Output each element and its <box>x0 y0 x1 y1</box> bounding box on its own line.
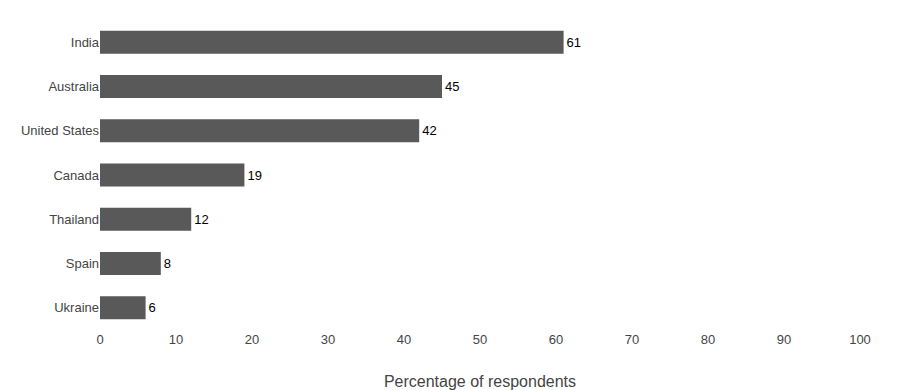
svg-text:12: 12 <box>194 212 208 227</box>
svg-text:Spain: Spain <box>66 256 99 271</box>
svg-text:90: 90 <box>777 332 791 347</box>
svg-text:United States: United States <box>21 123 100 138</box>
svg-text:Australia: Australia <box>48 79 99 94</box>
svg-text:Percentage of respondents: Percentage of respondents <box>384 373 576 390</box>
svg-text:10: 10 <box>169 332 183 347</box>
svg-text:19: 19 <box>247 168 261 183</box>
svg-text:61: 61 <box>567 35 581 50</box>
svg-text:0: 0 <box>96 332 103 347</box>
svg-text:80: 80 <box>701 332 715 347</box>
svg-text:20: 20 <box>245 332 259 347</box>
svg-text:45: 45 <box>445 79 459 94</box>
svg-text:Canada: Canada <box>53 168 99 183</box>
svg-text:70: 70 <box>625 332 639 347</box>
svg-text:India: India <box>71 35 100 50</box>
svg-text:40: 40 <box>397 332 411 347</box>
svg-text:6: 6 <box>149 300 156 315</box>
svg-text:50: 50 <box>473 332 487 347</box>
svg-text:30: 30 <box>321 332 335 347</box>
svg-text:8: 8 <box>164 256 171 271</box>
svg-text:42: 42 <box>422 123 436 138</box>
svg-text:Ukraine: Ukraine <box>54 300 99 315</box>
svg-text:Thailand: Thailand <box>49 212 99 227</box>
svg-text:100: 100 <box>849 332 871 347</box>
svg-text:60: 60 <box>549 332 563 347</box>
